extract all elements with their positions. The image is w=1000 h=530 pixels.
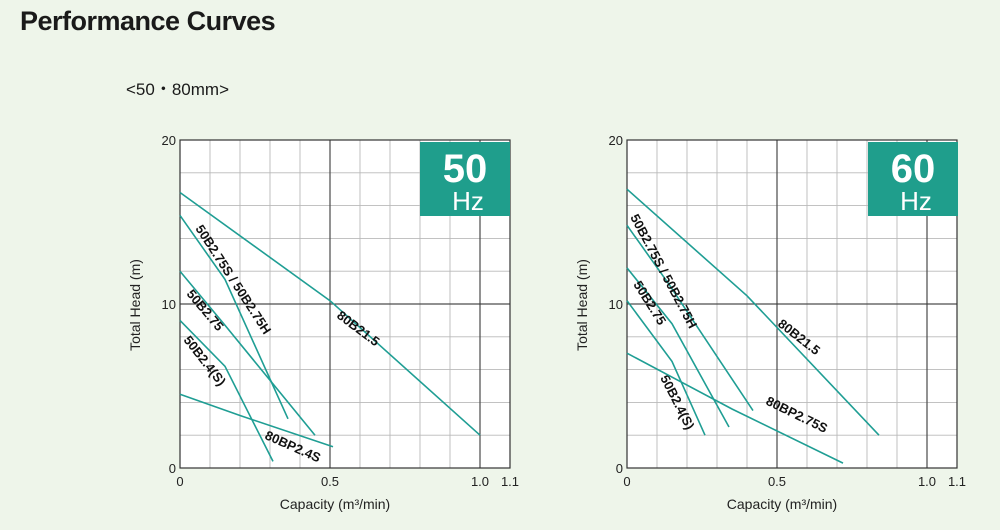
frequency-badge-unit: Hz — [900, 186, 932, 216]
x-tick-label: 0.5 — [768, 474, 786, 489]
page-title: Performance Curves — [20, 6, 276, 36]
frequency-badge-unit: Hz — [452, 186, 484, 216]
curve-50b2-75 — [179, 270, 316, 436]
y-axis-label: Total Head (m) — [127, 259, 143, 351]
y-tick-label: 0 — [169, 461, 176, 476]
curve-80bp2-4s — [179, 393, 334, 448]
frequency-badge-number: 60 — [891, 147, 936, 191]
y-axis-label: Total Head (m) — [574, 259, 590, 351]
x-tick-label: 1.0 — [918, 474, 936, 489]
curve-50b2-75s-50b2-75h — [626, 224, 754, 412]
size-subtitle: <50・80mm> — [126, 80, 229, 99]
y-tick-label: 10 — [162, 297, 176, 312]
x-tick-label: 0.5 — [321, 474, 339, 489]
x-tick-label: 1.1 — [501, 474, 519, 489]
curve-80b21-5 — [179, 191, 481, 436]
frequency-badge-number: 50 — [443, 147, 488, 191]
curve-50b2-4-s- — [179, 319, 274, 462]
plot-frame — [626, 139, 958, 469]
y-tick-label: 10 — [609, 297, 623, 312]
curve-50b2-4-s- — [626, 300, 706, 436]
curve-50b2-75s-50b2-75h — [179, 214, 289, 420]
plot-frame — [179, 139, 511, 469]
x-tick-label: 0 — [623, 474, 630, 489]
frequency-badge — [420, 142, 510, 216]
x-tick-label: 0 — [176, 474, 183, 489]
y-tick-label: 0 — [616, 461, 623, 476]
chart-60hz: 0 0.5 1.0 1.1 0 10 20 Capacity (m³/min) Total He… — [574, 133, 966, 512]
y-tick-label: 20 — [162, 133, 176, 148]
curve-80b21-5 — [626, 188, 880, 436]
x-axis-label: Capacity (m³/min) — [280, 496, 390, 512]
x-tick-label: 1.1 — [948, 474, 966, 489]
chart-50hz: 0 0.5 1.0 1.1 0 10 20 Capacity (m³/min) Total He… — [127, 133, 519, 512]
y-tick-label: 20 — [609, 133, 623, 148]
curve-80bp2-75s — [626, 352, 844, 464]
x-tick-label: 1.0 — [471, 474, 489, 489]
curve-50b2-75 — [626, 267, 730, 428]
x-axis-label: Capacity (m³/min) — [727, 496, 837, 512]
frequency-badge — [868, 142, 958, 216]
